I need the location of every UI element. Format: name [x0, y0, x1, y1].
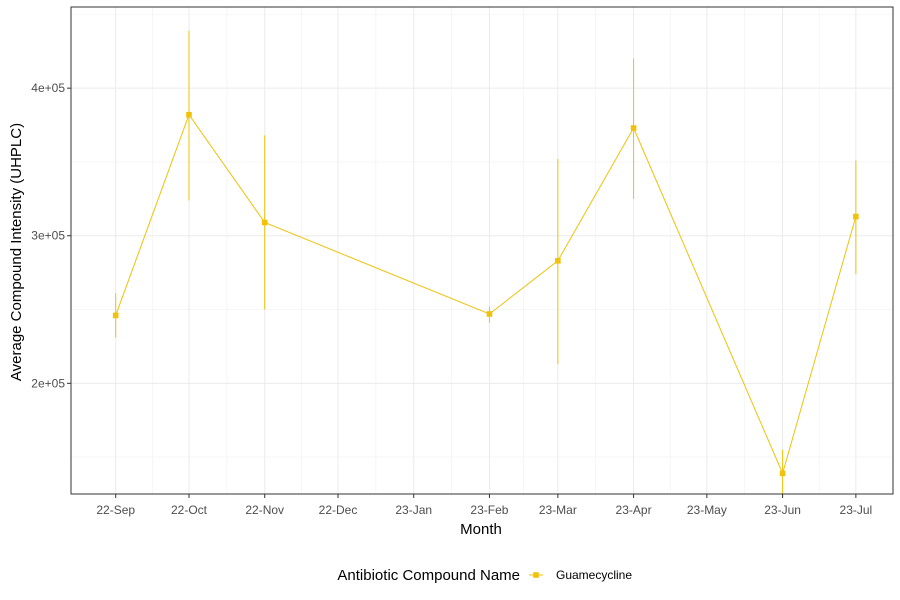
data-point — [112, 312, 119, 319]
x-tick-label: 22-Sep — [96, 503, 135, 517]
x-tick-label: 22-Oct — [171, 503, 208, 517]
data-point — [261, 219, 268, 226]
data-point — [486, 311, 493, 317]
data-point — [555, 258, 561, 264]
data-points — [112, 111, 859, 477]
legend-title: Antibiotic Compound Name — [337, 567, 520, 584]
data-point — [853, 213, 859, 220]
series-lines — [115, 113, 857, 475]
x-axis: 22-Sep 22-Oct 22-Nov 22-Dec 23-Jan 23-Feb 23-M… — [96, 494, 872, 517]
x-axis-title: Month — [460, 521, 502, 538]
x-tick-label: 23-Apr — [616, 503, 652, 517]
plot-panel-border — [70, 6, 894, 495]
y-axis-title: Average Compound Intensity (UHPLC) — [8, 123, 25, 381]
legend-key-marker — [533, 572, 539, 578]
y-tick-label: 3e+05 — [31, 229, 65, 243]
data-point — [630, 125, 637, 131]
x-tick-label: 23-May — [687, 503, 727, 517]
grid — [71, 7, 893, 494]
x-tick-label: 22-Dec — [319, 503, 358, 517]
y-tick-label: 4e+05 — [31, 81, 65, 95]
data-point — [186, 111, 192, 118]
x-tick-label: 23-Mar — [539, 503, 577, 517]
x-tick-label: 23-Jun — [764, 503, 801, 517]
y-axis: 2e+05 3e+05 4e+05 — [31, 81, 71, 390]
series-line — [115, 113, 857, 475]
x-tick-label: 22-Nov — [245, 503, 284, 517]
x-tick-label: 23-Jul — [840, 503, 873, 517]
x-tick-label: 23-Feb — [470, 503, 508, 517]
x-tick-label: 23-Jan — [395, 503, 432, 517]
data-point — [779, 470, 786, 477]
legend-label: Guamecycline — [556, 568, 632, 582]
y-tick-label: 2e+05 — [31, 376, 65, 390]
legend: Antibiotic Compound Name Guamecycline — [337, 567, 632, 584]
